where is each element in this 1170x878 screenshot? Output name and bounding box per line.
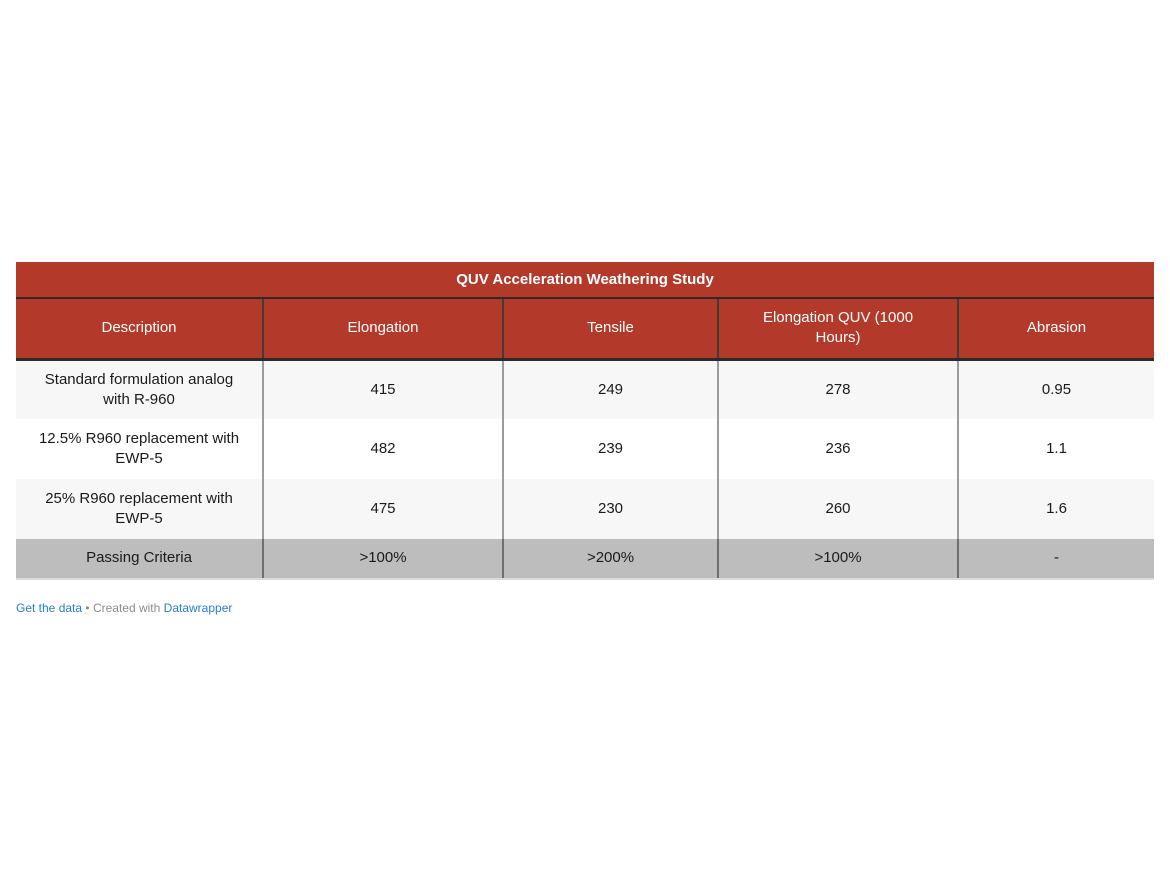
datawrapper-link[interactable]: Datawrapper — [163, 601, 233, 615]
footer-separator: • — [85, 601, 90, 615]
cell-value: >100% — [717, 539, 958, 580]
cell-value: 278 — [717, 359, 958, 419]
column-header-row: Description Elongation Tensile Elongation Q… — [16, 298, 1155, 361]
cell-value: 0.95 — [956, 359, 1155, 419]
datawrapper-table-widget: QUV Acceleration Weathering Study Descri… — [16, 262, 1155, 615]
row-label: Passing Criteria — [16, 539, 263, 580]
table-title: QUV Acceleration Weathering Study — [16, 262, 1155, 299]
cell-value: 482 — [262, 419, 503, 479]
column-header-elongation: Elongation — [262, 298, 503, 361]
cell-value: 1.1 — [956, 419, 1155, 479]
table-row: 12.5% R960 replacement with EWP-5 482 239 2… — [16, 419, 1155, 479]
row-label: 12.5% R960 replacement with EWP-5 — [16, 419, 263, 479]
row-label: Standard formulation analog with R-960 — [16, 359, 263, 419]
cell-value: 475 — [262, 479, 503, 539]
cell-value: 260 — [717, 479, 958, 539]
cell-value: 239 — [502, 419, 718, 479]
column-header-description: Description — [16, 298, 263, 361]
row-label: 25% R960 replacement with EWP-5 — [16, 479, 263, 539]
cell-value: >200% — [502, 539, 718, 580]
column-header-tensile: Tensile — [502, 298, 718, 361]
cell-value: 1.6 — [956, 479, 1155, 539]
cell-value: 236 — [717, 419, 958, 479]
passing-criteria-row: Passing Criteria >100% >200% >100% - — [16, 539, 1155, 580]
column-header-elongation-quv: Elongation QUV (1000 Hours) — [717, 298, 958, 361]
table-footer: Get the data • Created with Datawrapper — [16, 601, 1154, 615]
cell-value: 230 — [502, 479, 718, 539]
get-the-data-link[interactable]: Get the data — [16, 601, 83, 615]
column-header-abrasion: Abrasion — [956, 298, 1155, 361]
cell-value: - — [956, 539, 1155, 580]
cell-value: >100% — [262, 539, 503, 580]
weathering-study-table: QUV Acceleration Weathering Study Descri… — [16, 262, 1155, 580]
cell-value: 415 — [262, 359, 503, 419]
table-row: Standard formulation analog with R-960 41… — [16, 359, 1155, 419]
table-row: 25% R960 replacement with EWP-5 475 230 260… — [16, 479, 1155, 539]
cell-value: 249 — [502, 359, 718, 419]
created-with-text: Created with — [92, 601, 161, 615]
table-title-row: QUV Acceleration Weathering Study — [16, 262, 1155, 299]
